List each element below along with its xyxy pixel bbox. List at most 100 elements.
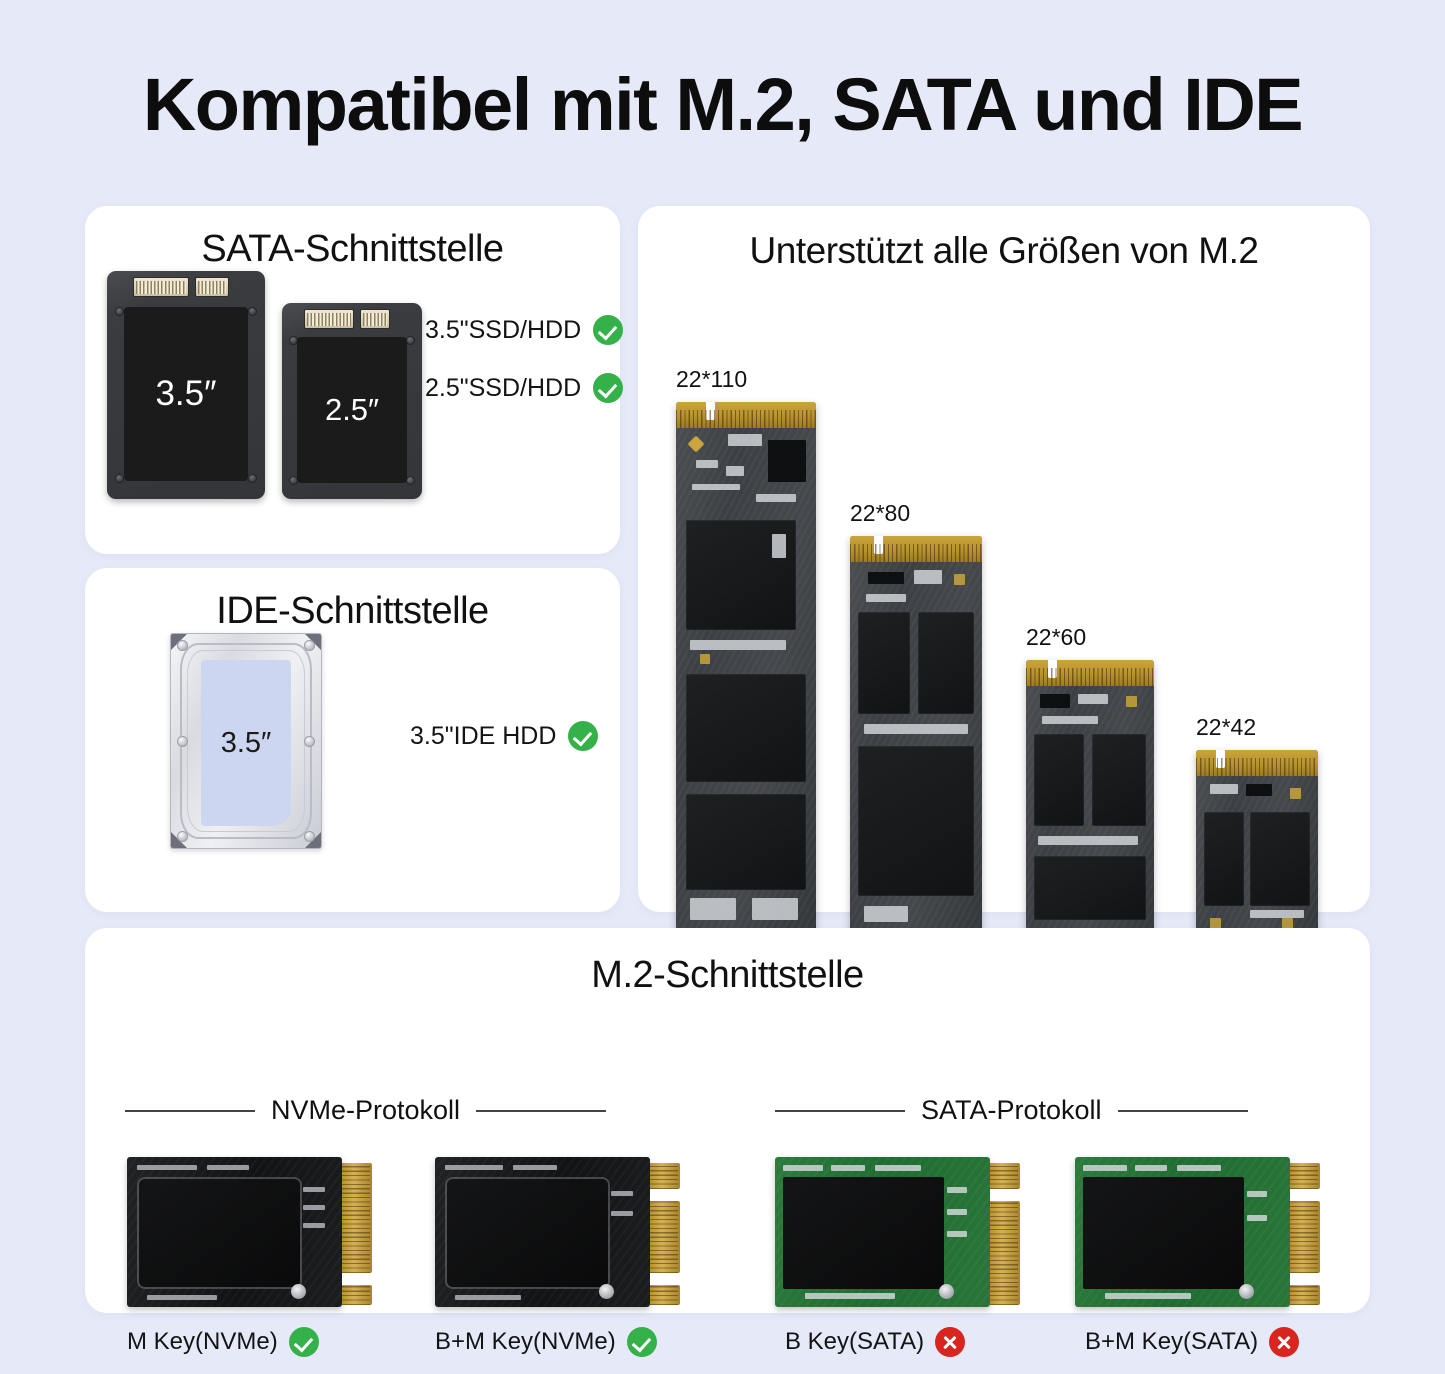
sata-legend: 3.5"SSD/HDD 2.5"SSD/HDD (425, 315, 624, 403)
screw-icon (115, 307, 124, 316)
pin-segment (650, 1201, 680, 1273)
key-notch (1216, 750, 1225, 768)
protocol-label: SATA-Protokoll (921, 1095, 1102, 1125)
mounting-hole (599, 1284, 614, 1299)
chip-label (783, 1177, 944, 1289)
solder-pad (687, 435, 705, 453)
legend-row: 2.5"SSD/HDD (425, 373, 624, 403)
smd-part (147, 1295, 217, 1300)
key-notch (650, 1189, 680, 1201)
ide-legend-row: 3.5"IDE HDD (410, 721, 599, 751)
screw-icon (406, 476, 415, 485)
nand-chip (686, 794, 806, 890)
solder-pad (1126, 696, 1137, 707)
m2-module-m-key-nvme (127, 1157, 372, 1317)
divider-line (125, 1109, 255, 1112)
smd-part (805, 1293, 895, 1299)
screw-icon (304, 831, 315, 842)
controller-chip (768, 440, 806, 482)
smd-part (1246, 784, 1272, 796)
drive-size-label: 3.5″ (201, 660, 291, 826)
screw-icon (177, 640, 188, 651)
m2-interface-card-title: M.2-Schnittstelle (591, 954, 864, 996)
smd-part (692, 484, 740, 490)
divider-line (476, 1109, 607, 1112)
pin-segment (650, 1163, 680, 1189)
smd-part (756, 494, 796, 502)
nand-chip (1204, 812, 1244, 906)
chip-label (139, 1179, 300, 1287)
page-title: Kompatibel mit M.2, SATA und IDE (142, 63, 1304, 146)
smd-part (303, 1187, 325, 1192)
sata-data-pins (133, 277, 189, 297)
smd-part (303, 1223, 325, 1228)
gold-connector (1290, 1157, 1320, 1307)
cross-circle-icon (935, 1327, 966, 1357)
m2-board (850, 536, 982, 942)
gold-connector (850, 536, 982, 562)
screw-icon (177, 831, 188, 842)
smd-part (513, 1165, 557, 1170)
smd-part (947, 1231, 967, 1237)
m2-board (775, 1157, 990, 1307)
size-label: 22*60 (1026, 624, 1087, 650)
smd-part (445, 1165, 503, 1170)
gold-connector (676, 402, 816, 428)
protocol-header-sata: SATA-Protokoll (775, 1095, 1248, 1126)
smd-part (1135, 1165, 1167, 1171)
legend-label: B+M Key(NVMe) (435, 1328, 616, 1355)
smd-part (1040, 694, 1070, 708)
solder-pad (1282, 918, 1293, 929)
smd-part (690, 640, 786, 650)
smd-part (1250, 910, 1304, 918)
legend-label: 3.5"IDE HDD (410, 721, 557, 750)
smd-part (1042, 716, 1098, 724)
test-pads (690, 898, 736, 920)
nand-chip (686, 674, 806, 782)
m2-board (1075, 1157, 1290, 1307)
nand-chip (858, 612, 910, 714)
gold-connector (1026, 660, 1154, 686)
solder-pad (700, 654, 710, 664)
test-pads (752, 898, 798, 920)
smd-part (1177, 1165, 1221, 1171)
solder-pad (1290, 788, 1301, 799)
screw-icon (406, 336, 415, 345)
size-label: 22*42 (1196, 714, 1257, 740)
smd-part (864, 724, 968, 734)
solder-pad (1210, 918, 1221, 929)
module-label-b-key-sata: B Key(SATA) (785, 1327, 966, 1357)
key-notch (650, 1273, 680, 1285)
key-notch (1048, 660, 1057, 678)
key-notch (1290, 1189, 1320, 1201)
smd-part (696, 460, 718, 468)
nand-chip (1034, 734, 1084, 826)
legend-label: 2.5"SSD/HDD (425, 373, 582, 402)
smd-part (914, 570, 942, 584)
smd-part (455, 1295, 521, 1300)
m2-board (435, 1157, 650, 1307)
pin-segment (1290, 1201, 1320, 1273)
legend-label: 3.5"SSD/HDD (425, 315, 582, 344)
sata-connector (133, 277, 237, 297)
screw-icon (304, 640, 315, 651)
sata-power-pins (360, 309, 390, 329)
check-circle-icon (626, 1327, 657, 1357)
m2-interface-body: NVMe-Protokoll SATA-Protokoll (85, 997, 1370, 1357)
gold-connector (1196, 750, 1318, 776)
check-circle-icon (568, 721, 599, 751)
sata-interface-card: SATA-Schnittstelle 3.5″ 2.5″ (85, 206, 624, 554)
pin-segment (1290, 1163, 1320, 1189)
smd-part (137, 1165, 197, 1170)
key-notch (990, 1189, 1020, 1201)
m2-module-bm-key-sata (1075, 1157, 1320, 1317)
drive-size-label: 3.5″ (124, 307, 248, 481)
sata-power-pins (195, 277, 229, 297)
legend-label: M Key(NVMe) (127, 1328, 278, 1355)
legend-label: B Key(SATA) (785, 1328, 925, 1355)
module-label-bm-key-sata: B+M Key(SATA) (1085, 1327, 1300, 1357)
key-notch (1290, 1273, 1320, 1285)
smd-part (947, 1187, 967, 1193)
smd-part (1210, 784, 1238, 794)
smd-part (1083, 1165, 1127, 1171)
